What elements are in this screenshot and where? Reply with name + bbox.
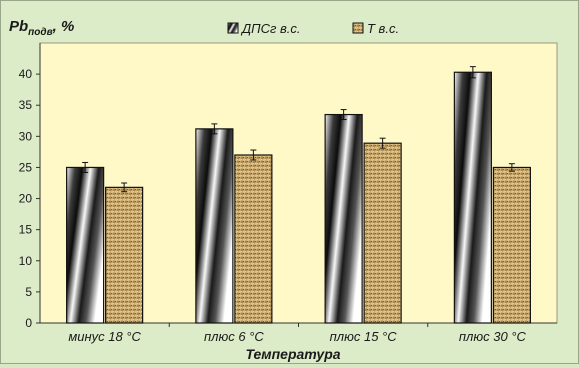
legend-label-series-2: Т в.с. xyxy=(367,21,399,36)
bar-series-1 xyxy=(195,128,234,324)
bar-series-2 xyxy=(105,186,144,324)
y-tick-label: 40 xyxy=(19,67,33,81)
bar-series-1 xyxy=(66,166,105,324)
x-tick-label: плюс 6 °С xyxy=(204,329,264,344)
legend-swatch-series-1 xyxy=(227,22,239,34)
y-tick-label: 30 xyxy=(19,129,33,143)
bars xyxy=(66,66,531,324)
bar-series-1 xyxy=(453,71,492,324)
y-tick-label: 10 xyxy=(19,254,33,268)
y-axis-title-suffix: , % xyxy=(52,18,75,35)
bar-series-2 xyxy=(234,154,273,324)
y-tick-label: 5 xyxy=(25,285,32,299)
bar-series-2 xyxy=(492,166,531,324)
x-tick-label: плюс 30 °С xyxy=(459,329,527,344)
y-tick-label: 25 xyxy=(19,160,33,174)
x-axis-title: Температура xyxy=(245,346,340,362)
x-tick-label: минус 18 °С xyxy=(68,329,141,344)
y-tick-label: 35 xyxy=(19,98,33,112)
y-tick-label: 20 xyxy=(19,192,33,206)
legend: ДПСг в.с. Т в.с. xyxy=(227,21,399,36)
y-tick-label: 15 xyxy=(19,223,33,237)
bar-series-1 xyxy=(324,113,363,324)
legend-swatch-series-2 xyxy=(352,22,364,34)
bar-series-2 xyxy=(363,142,402,324)
y-tick-label: 0 xyxy=(25,316,32,330)
x-tick-label: плюс 15 °С xyxy=(330,329,398,344)
y-axis-title-subscript: подв xyxy=(28,27,52,38)
y-axis-title-main: Pb xyxy=(9,18,28,35)
legend-label-series-1: ДПСг в.с. xyxy=(240,21,301,36)
svg-text:Pbподв, %: Pbподв, % xyxy=(9,18,74,38)
y-axis-title: Pbподв, % xyxy=(9,18,74,38)
